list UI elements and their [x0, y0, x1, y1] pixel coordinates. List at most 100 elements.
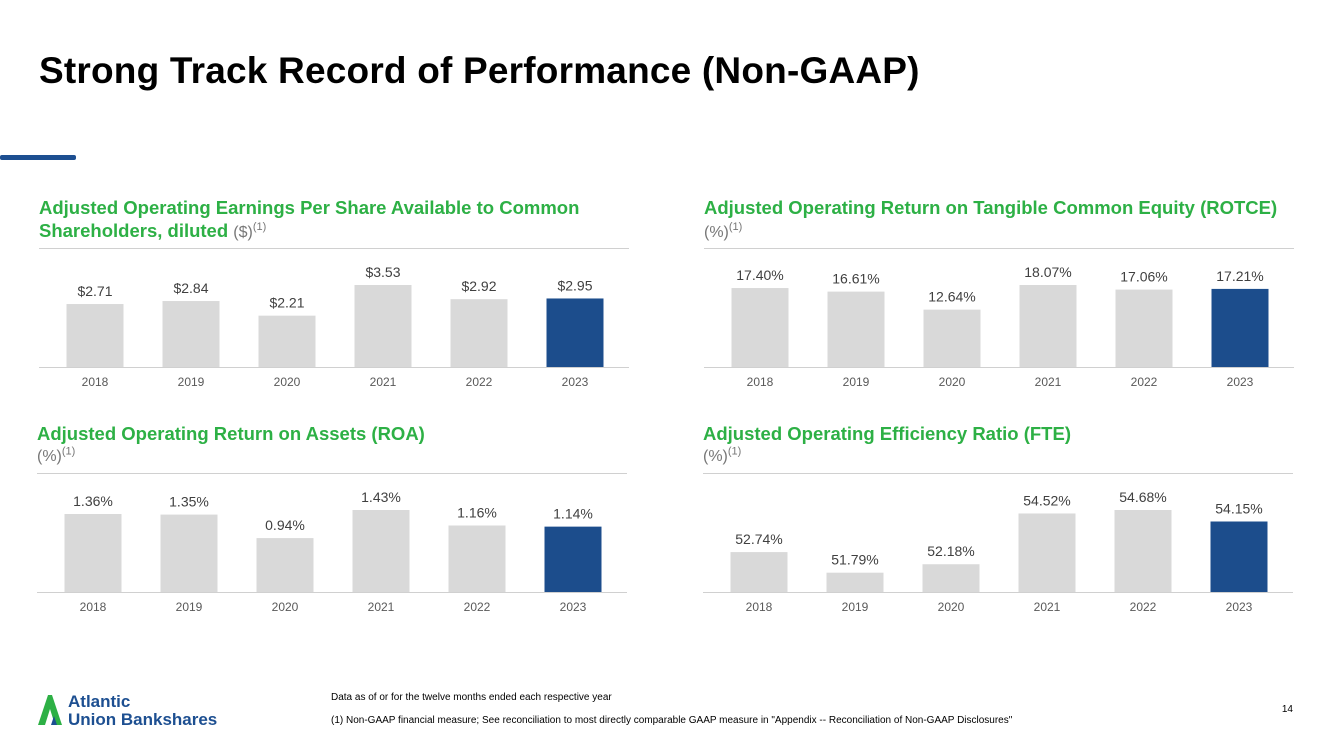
eps-bar-2018	[66, 304, 124, 367]
efficiency-data-label-2019: 51.79%	[831, 552, 878, 568]
eps-data-label-2019: $2.84	[173, 280, 208, 296]
rotce-data-label-2022: 17.06%	[1120, 269, 1167, 285]
roa-bar-2020	[256, 538, 314, 592]
roa-tick-label-2021: 2021	[368, 600, 395, 614]
eps-bar-2021	[354, 285, 412, 367]
roa-bar-2023	[544, 526, 602, 592]
efficiency-tick-label-2018: 2018	[746, 600, 773, 614]
efficiency-chart-panel: Adjusted Operating Efficiency Ratio (FTE…	[703, 422, 1293, 622]
roa-tick-label-2018: 2018	[80, 600, 107, 614]
roa-bar-2018	[64, 514, 122, 592]
atlantic-union-logo: Atlantic Union Bankshares	[38, 692, 217, 729]
efficiency-data-label-2018: 52.74%	[735, 531, 782, 547]
efficiency-chart-unit: (%)	[703, 448, 728, 465]
roa-bar-2019	[160, 514, 218, 592]
non-gaap-footnote: (1) Non-GAAP financial measure; See reco…	[331, 715, 1013, 726]
rotce-tick-label-2022: 2022	[1131, 375, 1158, 389]
roa-tick-label-2023: 2023	[560, 600, 587, 614]
roa-data-label-2020: 0.94%	[265, 517, 305, 533]
rotce-bar-2018	[731, 288, 789, 367]
roa-chart-footnote-ref: (1)	[61, 445, 76, 458]
logo-triangle-icon	[38, 695, 62, 725]
rotce-tick-label-2019: 2019	[843, 375, 870, 389]
roa-tick-label-2019: 2019	[176, 600, 203, 614]
eps-tick-label-2018: 2018	[82, 375, 109, 389]
rotce-data-label-2020: 12.64%	[928, 289, 975, 305]
roa-data-label-2021: 1.43%	[361, 489, 401, 505]
eps-data-label-2020: $2.21	[269, 295, 304, 311]
eps-tick-label-2020: 2020	[274, 375, 301, 389]
roa-data-label-2022: 1.16%	[457, 504, 497, 520]
efficiency-bar-2019	[826, 572, 884, 592]
eps-tick-label-2023: 2023	[562, 375, 589, 389]
eps-bar-2022	[450, 299, 508, 367]
roa-bar-chart: 1.36% 2018 1.35% 2019 0.94% 2020 1.43% 2021 1.16…	[37, 489, 627, 614]
efficiency-chart-footnote-ref: (1)	[727, 445, 742, 458]
rotce-chart-panel: Adjusted Operating Return on Tangible Co…	[704, 196, 1294, 396]
rotce-chart-heading: Adjusted Operating Return on Tangible Co…	[704, 196, 1294, 244]
eps-tick-label-2021: 2021	[370, 375, 397, 389]
rotce-chart-divider	[704, 248, 1294, 249]
rotce-chart-unit: (%)	[704, 224, 729, 241]
page-title: Strong Track Record of Performance (Non-…	[39, 50, 920, 91]
rotce-bar-2023	[1211, 288, 1269, 367]
roa-data-label-2019: 1.35%	[169, 494, 209, 510]
eps-data-label-2018: $2.71	[77, 283, 112, 299]
rotce-tick-label-2020: 2020	[939, 375, 966, 389]
eps-tick-label-2022: 2022	[466, 375, 493, 389]
roa-data-label-2023: 1.14%	[553, 506, 593, 522]
logo-line-1: Atlantic	[68, 692, 130, 711]
eps-bar-chart: $2.71 2018 $2.84 2019 $2.21 2020 $3.53 2021 $2.9…	[39, 264, 629, 389]
efficiency-data-label-2023: 54.15%	[1215, 500, 1262, 516]
efficiency-tick-label-2021: 2021	[1034, 600, 1061, 614]
logo-triangle-accent	[51, 716, 57, 725]
efficiency-bar-2023	[1210, 521, 1268, 592]
eps-chart-unit: ($)	[233, 224, 253, 241]
rotce-chart-title: Adjusted Operating Return on Tangible Co…	[704, 197, 1278, 218]
efficiency-tick-label-2022: 2022	[1130, 600, 1157, 614]
rotce-tick-label-2018: 2018	[747, 375, 774, 389]
rotce-tick-label-2023: 2023	[1227, 375, 1254, 389]
roa-bar-2022	[448, 525, 506, 592]
eps-bar-2019	[162, 301, 220, 367]
efficiency-chart-title: Adjusted Operating Efficiency Ratio (FTE…	[703, 423, 1071, 444]
efficiency-chart-heading: Adjusted Operating Efficiency Ratio (FTE…	[703, 422, 1293, 468]
efficiency-bar-2018	[730, 552, 788, 592]
eps-chart-title: Adjusted Operating Earnings Per Share Av…	[39, 197, 580, 241]
efficiency-data-label-2020: 52.18%	[927, 543, 974, 559]
efficiency-tick-label-2019: 2019	[842, 600, 869, 614]
efficiency-data-label-2021: 54.52%	[1023, 492, 1070, 508]
roa-tick-label-2020: 2020	[272, 600, 299, 614]
efficiency-chart-divider	[703, 473, 1293, 474]
eps-data-label-2022: $2.92	[461, 278, 496, 294]
eps-bar-2023	[546, 298, 604, 367]
rotce-data-label-2021: 18.07%	[1024, 264, 1071, 280]
eps-chart-panel: Adjusted Operating Earnings Per Share Av…	[39, 196, 629, 396]
logo-line-2: Union Bankshares	[68, 710, 217, 729]
title-accent-rule	[0, 155, 76, 160]
efficiency-bar-2020	[922, 564, 980, 592]
eps-data-label-2021: $3.53	[365, 264, 400, 280]
roa-chart-panel: Adjusted Operating Return on Assets (ROA…	[37, 422, 627, 622]
efficiency-bar-chart: 52.74% 2018 51.79% 2019 52.18% 2020 54.52% 2021…	[703, 489, 1293, 614]
roa-chart-unit: (%)	[37, 448, 62, 465]
efficiency-tick-label-2020: 2020	[938, 600, 965, 614]
data-footnote: Data as of or for the twelve months ende…	[331, 692, 612, 703]
rotce-data-label-2019: 16.61%	[832, 271, 879, 287]
rotce-bar-2022	[1115, 289, 1173, 367]
rotce-bar-2020	[923, 309, 981, 367]
rotce-bar-2021	[1019, 285, 1077, 367]
rotce-tick-label-2021: 2021	[1035, 375, 1062, 389]
roa-bar-2021	[352, 510, 410, 592]
rotce-chart-footnote-ref: (1)	[728, 220, 743, 233]
eps-data-label-2023: $2.95	[557, 277, 592, 293]
efficiency-bar-2021	[1018, 513, 1076, 592]
rotce-data-label-2023: 17.21%	[1216, 268, 1263, 284]
efficiency-data-label-2022: 54.68%	[1119, 489, 1166, 505]
roa-chart-title: Adjusted Operating Return on Assets (ROA…	[37, 423, 425, 444]
rotce-bar-2019	[827, 291, 885, 367]
roa-data-label-2018: 1.36%	[73, 493, 113, 509]
roa-chart-heading: Adjusted Operating Return on Assets (ROA…	[37, 422, 627, 468]
page-number: 14	[1281, 704, 1293, 715]
eps-chart-footnote-ref: (1)	[252, 220, 267, 233]
